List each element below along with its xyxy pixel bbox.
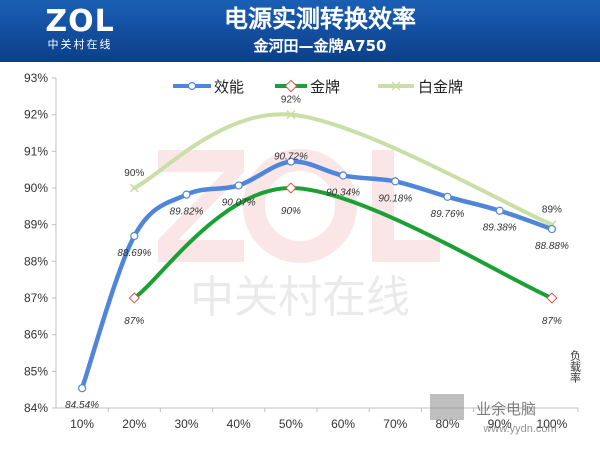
data-label-efficiency: 88.88% [535, 241, 569, 252]
x-tick-label: 90% [488, 417, 512, 431]
data-label-gold: 90% [281, 206, 301, 217]
logo-main-text: ZOL [45, 4, 115, 39]
data-label-efficiency: 90.34% [326, 188, 360, 199]
y-tick-label: 90% [24, 181, 48, 195]
x-tick-label: 20% [122, 417, 146, 431]
watermark-center-text: 中关村在线 [190, 272, 410, 323]
data-point-efficiency [391, 177, 400, 186]
data-label-platinum: 89% [542, 205, 562, 216]
y-tick-label: 91% [24, 144, 48, 158]
chart-subtitle: 金河田—金牌A750 [253, 37, 387, 55]
data-label-efficiency: 89.82% [170, 207, 204, 218]
x-tick-label: 10% [70, 417, 94, 431]
site-watermark: 业余电脑 www.yydn.com [430, 394, 557, 435]
data-point-platinum [129, 183, 139, 193]
x-tick-label: 60% [331, 417, 355, 431]
site-url: www.yydn.com [482, 423, 556, 435]
x-tick-label: 40% [227, 417, 251, 431]
legend-label-efficiency: 效能 [214, 78, 244, 96]
y-tick-labels: 84% 85% 86% 87% 88% 89% 90% 91% 92% 93% [24, 71, 56, 415]
data-point-efficiency [339, 171, 348, 180]
legend-label-platinum: 白金牌 [418, 78, 463, 96]
x-tick-label: 70% [383, 417, 407, 431]
y-tick-label: 93% [24, 71, 48, 85]
data-label-efficiency: 90.07% [222, 197, 256, 208]
data-label-gold: 87% [542, 316, 562, 327]
chart-title: 电源实测转换效率 [224, 5, 416, 33]
data-point-platinum [286, 110, 296, 120]
legend: 效能 金牌 白金牌 [173, 78, 463, 96]
y-tick-label: 84% [24, 401, 48, 415]
data-point-gold [285, 182, 297, 194]
legend-marker-efficiency [187, 81, 197, 91]
series-line-gold [132, 185, 554, 300]
watermark-l-foot [372, 240, 440, 262]
y-tick-label: 88% [24, 254, 48, 268]
data-point-efficiency [547, 224, 557, 234]
y-tick-label: 85% [24, 364, 48, 378]
data-point-gold [128, 292, 140, 304]
logo-sub-text: 中关村在线 [47, 39, 113, 51]
y-tick-label: 92% [24, 108, 48, 122]
series-line-platinum [132, 112, 554, 227]
x-tick-label: 80% [435, 417, 459, 431]
legend-marker-platinum [391, 81, 401, 91]
data-point-efficiency [286, 157, 295, 166]
data-label-efficiency: 88.69% [117, 248, 151, 259]
x-tick-label: 50% [279, 417, 303, 431]
data-point-efficiency [443, 192, 452, 201]
y-tick-label: 86% [24, 328, 48, 342]
data-label-efficiency: 90.72% [274, 152, 308, 163]
data-point-efficiency [234, 181, 243, 190]
x-tick-label: 30% [174, 417, 198, 431]
data-point-efficiency [77, 384, 87, 393]
data-label-efficiency: 89.38% [483, 223, 517, 234]
data-label-platinum: 92% [281, 95, 301, 106]
legend-label-gold: 金牌 [310, 78, 340, 96]
site-logo-block [430, 394, 464, 420]
data-label-platinum: 90% [124, 168, 144, 179]
data-label-efficiency: 84.54% [65, 400, 99, 411]
y-tick-label: 89% [24, 218, 48, 232]
y-tick-label: 87% [24, 291, 48, 305]
x-tick-label: 100% [537, 417, 568, 431]
series-layer [77, 110, 558, 393]
header-banner: ZOL 中关村在线 电源实测转换效率 金河田—金牌A750 [0, 0, 600, 62]
x-axis-label: 负载率 [569, 349, 582, 384]
data-point-gold [546, 292, 558, 304]
x-tick-labels: 10% 20% 30% 40% 50% 60% 70% 80% 90% 100% [70, 408, 579, 431]
data-label-efficiency: 90.18% [378, 193, 412, 204]
site-name: 业余电脑 [476, 400, 536, 418]
data-label-gold: 87% [124, 316, 144, 327]
data-point-efficiency [495, 206, 504, 215]
legend-marker-gold [284, 79, 298, 93]
zol-logo: ZOL 中关村在线 [30, 6, 130, 56]
watermark-z-bottom [158, 240, 244, 262]
data-label-efficiency: 89.76% [431, 209, 465, 220]
data-point-efficiency [130, 231, 139, 241]
data-labels: 84.54% 88.69% 89.82% 90.07% 90.72% 90.34% 90.1… [65, 95, 569, 412]
data-point-efficiency [182, 190, 191, 199]
